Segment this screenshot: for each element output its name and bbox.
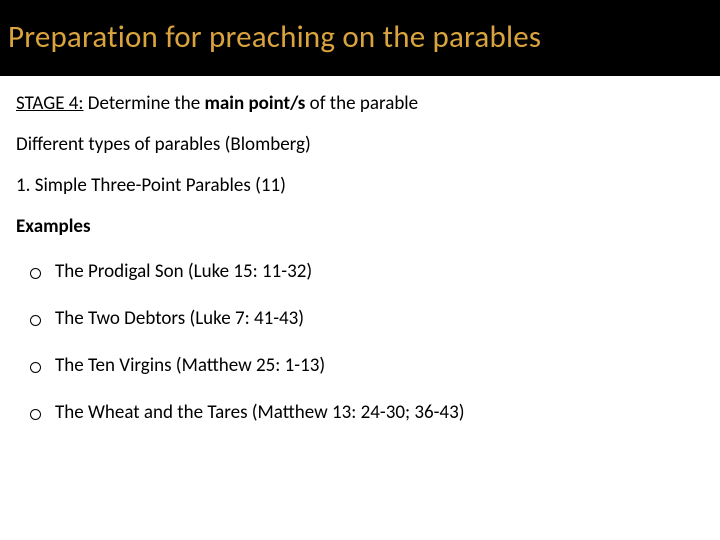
list-item: The Two Debtors (Luke 7: 41-43) <box>30 307 704 330</box>
examples-list: The Prodigal Son (Luke 15: 11-32) The Tw… <box>16 260 704 424</box>
stage-text-after: of the parable <box>305 92 418 115</box>
bullet-text: The Wheat and the Tares (Matthew 13: 24-… <box>55 401 704 424</box>
stage-emphasis: main point/s <box>204 92 305 115</box>
bullet-icon <box>30 409 41 420</box>
title-bar: Preparation for preaching on the parable… <box>0 0 720 76</box>
subhead: Different types of parables (Blomberg) <box>16 133 704 156</box>
list-item: The Wheat and the Tares (Matthew 13: 24-… <box>30 401 704 424</box>
bullet-text: The Prodigal Son (Luke 15: 11-32) <box>55 260 704 283</box>
bullet-icon <box>30 362 41 373</box>
bullet-text: The Two Debtors (Luke 7: 41-43) <box>55 307 704 330</box>
examples-label: Examples <box>16 215 704 238</box>
bullet-icon <box>30 315 41 326</box>
stage-label: STAGE 4: <box>16 92 84 115</box>
stage-line: STAGE 4: Determine the main point/s of t… <box>16 92 704 115</box>
section-heading: 1. Simple Three-Point Parables (11) <box>16 174 704 197</box>
slide-title: Preparation for preaching on the parable… <box>8 18 712 56</box>
list-item: The Prodigal Son (Luke 15: 11-32) <box>30 260 704 283</box>
stage-text-before: Determine the <box>84 92 205 115</box>
bullet-icon <box>30 268 41 279</box>
list-item: The Ten Virgins (Matthew 25: 1-13) <box>30 354 704 377</box>
bullet-text: The Ten Virgins (Matthew 25: 1-13) <box>55 354 704 377</box>
slide-body: STAGE 4: Determine the main point/s of t… <box>0 76 720 424</box>
